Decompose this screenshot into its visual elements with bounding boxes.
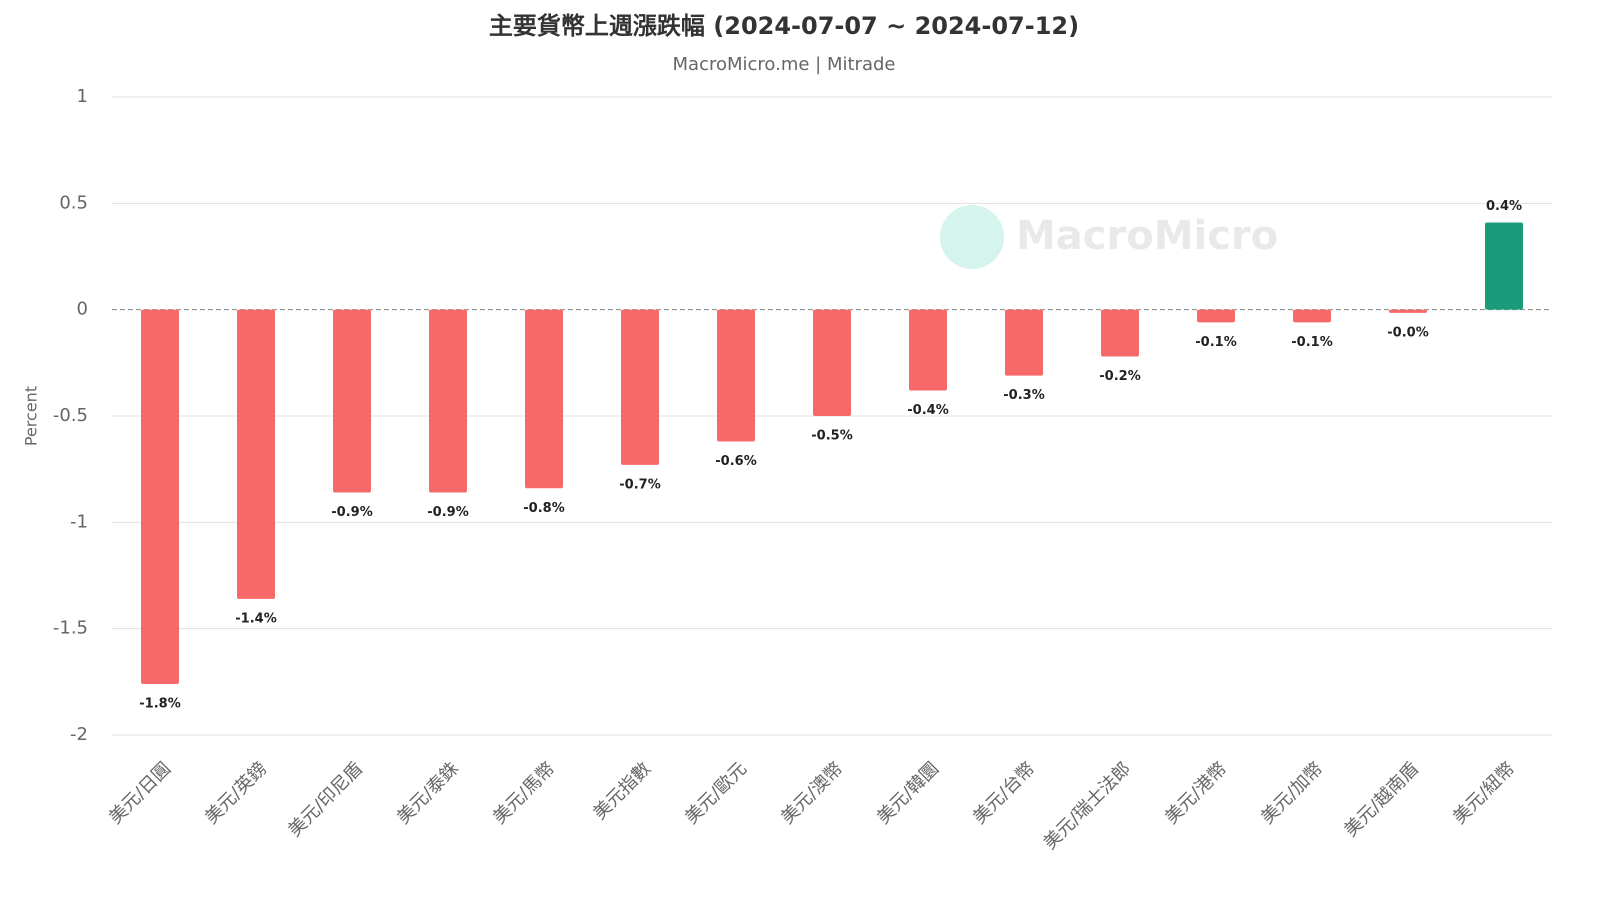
chart-title: 主要貨幣上週漲跌幅 (2024-07-07 ~ 2024-07-12) bbox=[489, 12, 1079, 40]
bar bbox=[813, 309, 851, 416]
data-label: -0.1% bbox=[1195, 335, 1236, 350]
watermark-logo bbox=[940, 205, 1004, 269]
x-tick-label: 美元/英鎊 bbox=[201, 758, 271, 828]
data-label: -0.8% bbox=[523, 501, 564, 516]
bar bbox=[909, 309, 947, 391]
x-tick-label: 美元/台幣 bbox=[969, 758, 1039, 828]
bar bbox=[1005, 309, 1043, 376]
x-tick-label: 美元/瑞士法郎 bbox=[1040, 758, 1136, 854]
data-label: -1.4% bbox=[235, 611, 276, 626]
y-tick-label: -2 bbox=[70, 724, 88, 745]
y-axis-label: Percent bbox=[22, 386, 41, 446]
bar bbox=[717, 309, 755, 442]
x-tick-label: 美元指數 bbox=[589, 758, 655, 824]
bar bbox=[525, 309, 563, 489]
bar bbox=[621, 309, 659, 465]
bar bbox=[333, 309, 371, 493]
y-tick-label: 0.5 bbox=[59, 192, 88, 213]
bar bbox=[1293, 309, 1331, 323]
x-tick-label: 美元/港幣 bbox=[1161, 758, 1231, 828]
chart-subtitle: MacroMicro.me | Mitrade bbox=[673, 54, 896, 75]
x-tick-label: 美元/日圓 bbox=[105, 758, 175, 828]
data-label: -0.7% bbox=[619, 477, 660, 492]
x-tick-label: 美元/泰銖 bbox=[393, 758, 463, 828]
data-label: -0.0% bbox=[1387, 325, 1428, 340]
x-tick-label: 美元/馬幣 bbox=[489, 758, 559, 828]
bar bbox=[1389, 309, 1427, 313]
x-tick-label: 美元/印尼盾 bbox=[284, 758, 367, 841]
data-label: -0.2% bbox=[1099, 369, 1140, 384]
y-tick-label: -0.5 bbox=[53, 405, 88, 426]
x-tick-label: 美元/越南盾 bbox=[1340, 758, 1423, 841]
x-tick-label: 美元/歐元 bbox=[681, 758, 751, 828]
watermark: MacroMicro bbox=[940, 205, 1278, 269]
bar bbox=[429, 309, 467, 493]
bar bbox=[1485, 222, 1523, 310]
data-label: -0.9% bbox=[427, 505, 468, 520]
bar bbox=[237, 309, 275, 599]
y-tick-label: -1.5 bbox=[53, 618, 88, 639]
data-label: -0.9% bbox=[331, 505, 372, 520]
y-tick-label: -1 bbox=[70, 511, 88, 532]
data-label: -0.1% bbox=[1291, 335, 1332, 350]
bar bbox=[141, 309, 179, 684]
data-label: -0.4% bbox=[907, 403, 948, 418]
x-tick-label: 美元/紐幣 bbox=[1449, 758, 1519, 828]
data-label: -0.3% bbox=[1003, 388, 1044, 403]
x-tick-label: 美元/澳幣 bbox=[777, 758, 847, 828]
x-tick-label: 美元/韓圜 bbox=[873, 758, 943, 828]
data-label: 0.4% bbox=[1486, 199, 1522, 214]
bar bbox=[1101, 309, 1139, 357]
data-label: -0.5% bbox=[811, 429, 852, 444]
watermark-text: MacroMicro bbox=[1016, 213, 1278, 259]
bar bbox=[1197, 309, 1235, 323]
y-tick-label: 0 bbox=[77, 299, 88, 320]
x-tick-label: 美元/加幣 bbox=[1257, 758, 1327, 828]
y-tick-label: 1 bbox=[77, 86, 88, 107]
data-label: -0.6% bbox=[715, 454, 756, 469]
data-label: -1.8% bbox=[139, 696, 180, 711]
